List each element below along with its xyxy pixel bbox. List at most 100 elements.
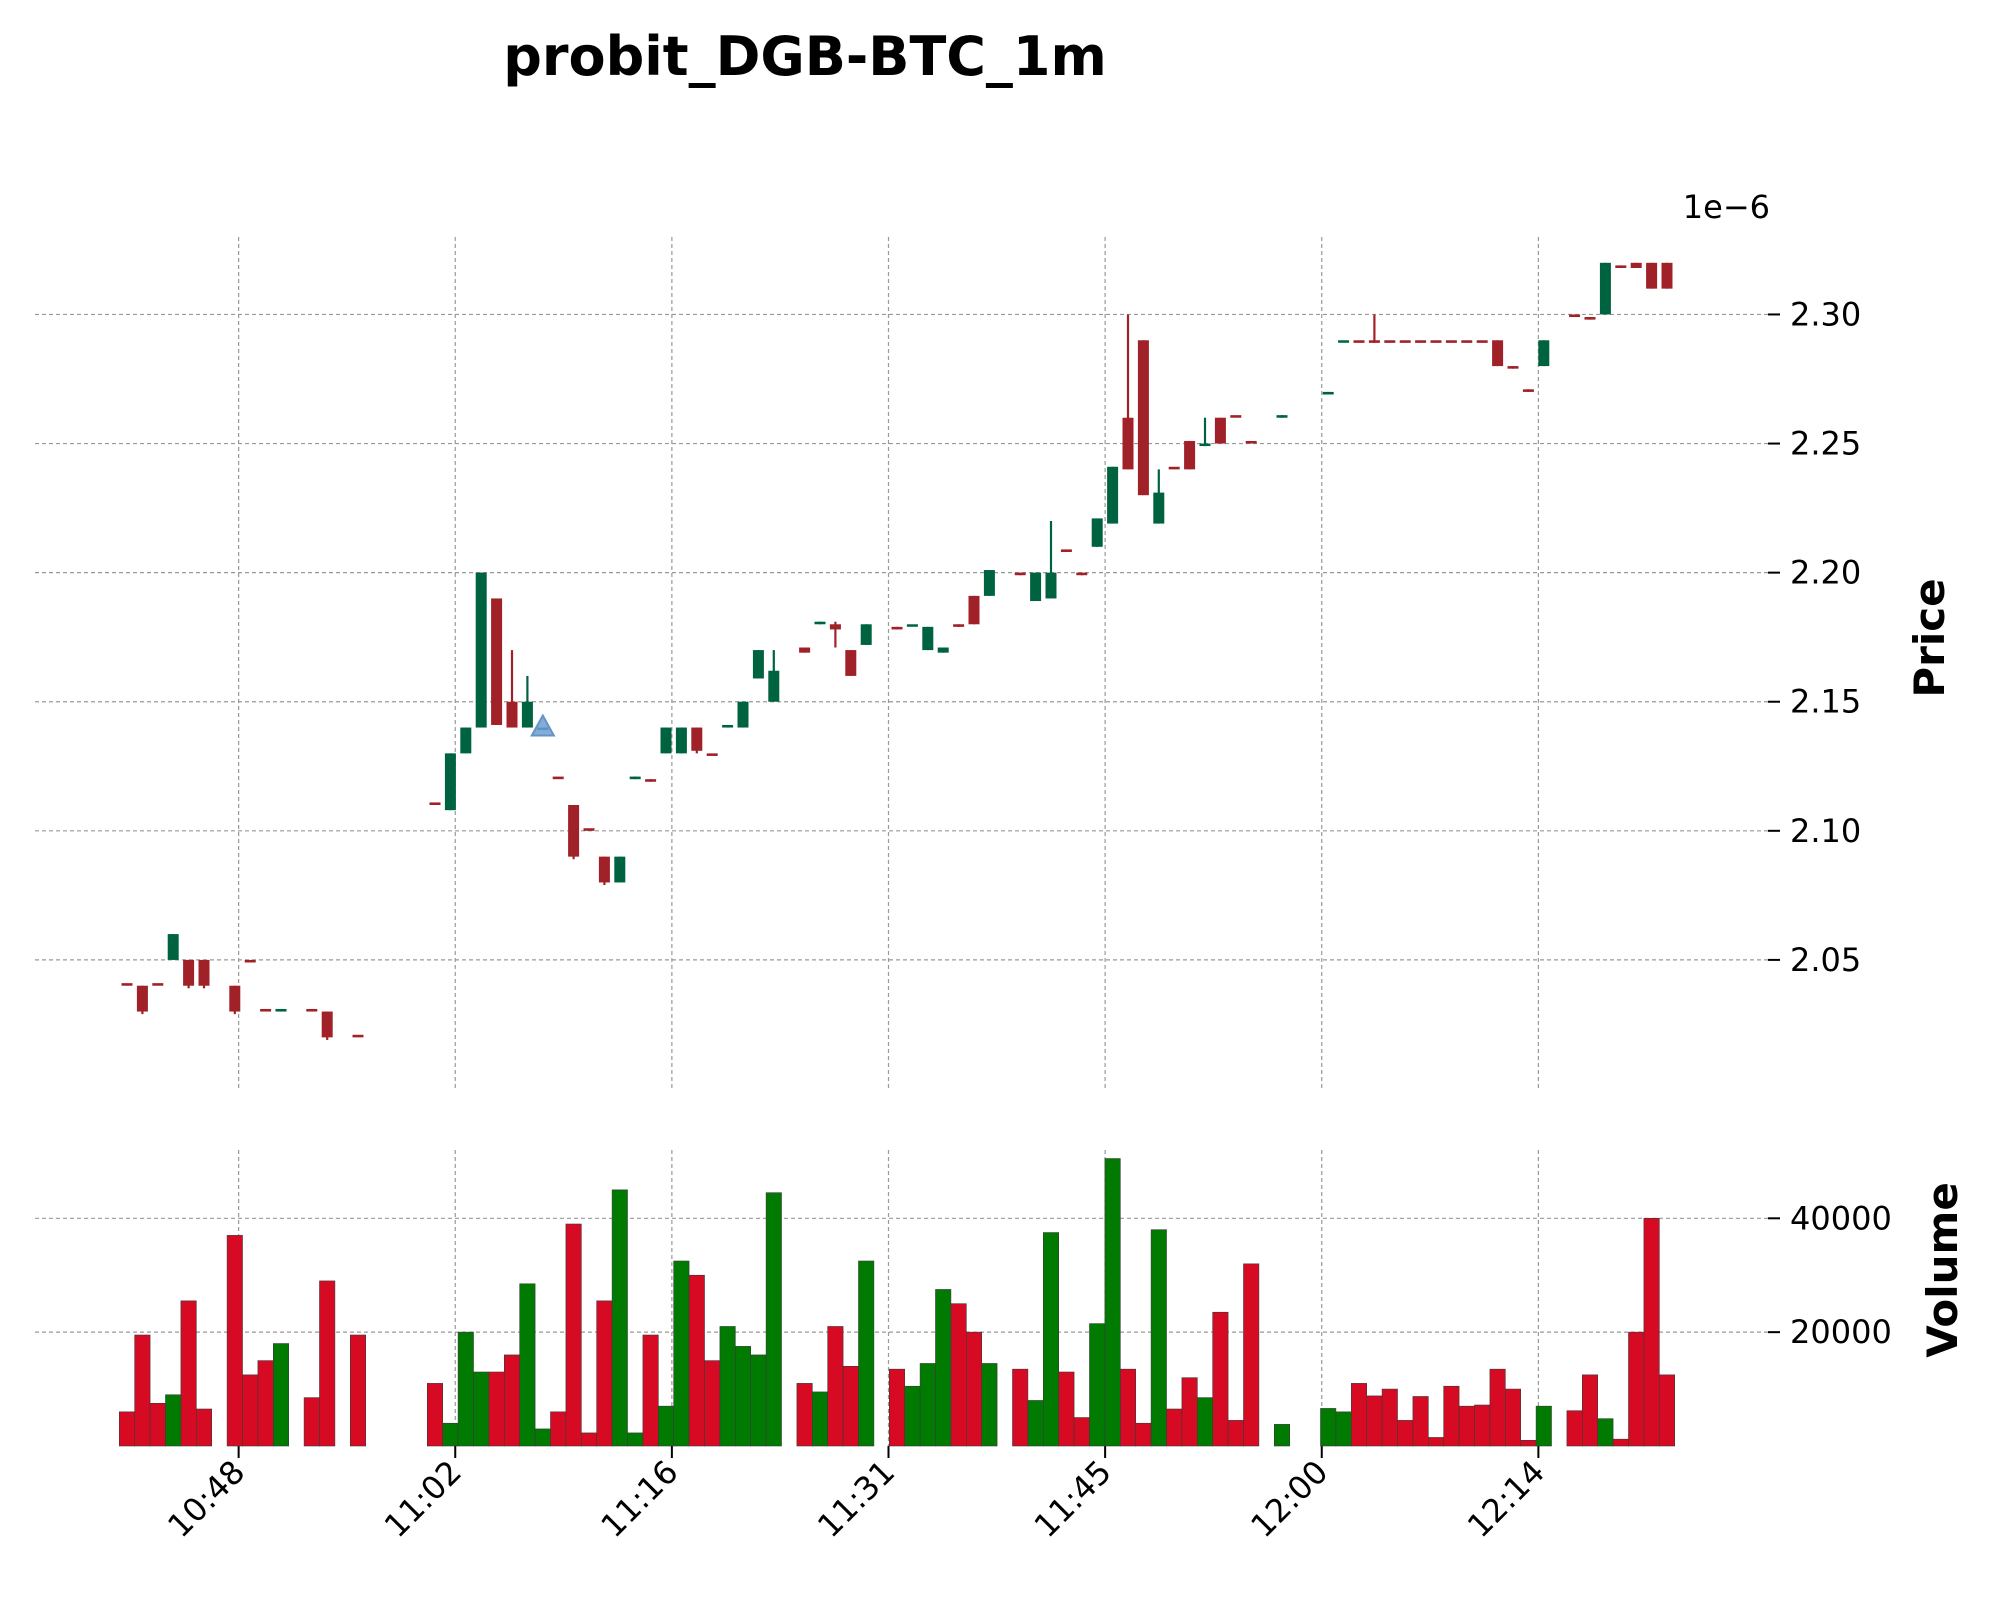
volume-bar (1212, 1311, 1229, 1447)
volume-bar (1474, 1404, 1491, 1447)
volume-bar (1320, 1408, 1337, 1447)
volume-bar (580, 1432, 597, 1447)
volume-bar (1073, 1417, 1090, 1447)
volume-bar (134, 1334, 151, 1447)
candle-body (352, 1034, 364, 1038)
volume-bar (1582, 1374, 1599, 1447)
candle-body (306, 1008, 318, 1012)
candle-body (1168, 466, 1180, 470)
volume-bar (442, 1422, 459, 1447)
volume-bar (550, 1411, 567, 1447)
candle-body (845, 650, 857, 676)
volume-bar (1089, 1323, 1106, 1447)
candle-body (1507, 366, 1519, 369)
volume-bar (919, 1363, 936, 1447)
volume-bar (534, 1428, 551, 1447)
price-tick-label: 2.05 (1790, 941, 1861, 979)
candle-body (444, 753, 456, 811)
candle-body (752, 650, 764, 679)
price-tick-label: 2.20 (1790, 554, 1861, 592)
time-tick-label: 11:16 (593, 1453, 685, 1545)
candle-body (1492, 340, 1504, 367)
candle-body (1137, 340, 1149, 496)
volume-bar (257, 1360, 274, 1447)
candle-body (614, 856, 626, 883)
volume-bar (858, 1260, 875, 1447)
buy-signal-marker (530, 713, 556, 737)
candle-body (229, 985, 241, 1012)
volume-bar (1197, 1397, 1214, 1447)
volume-bar (627, 1432, 644, 1447)
volume-bar (1027, 1400, 1044, 1447)
candle-body (1569, 314, 1581, 318)
candle-body (1184, 440, 1196, 470)
time-tick-label: 11:02 (377, 1453, 469, 1545)
price-offset-label: 1e−6 (1683, 188, 1770, 226)
volume-bar (319, 1280, 336, 1447)
candle-body (244, 959, 256, 963)
candle-body (429, 802, 441, 805)
volume-bar (704, 1360, 721, 1447)
candle-body (521, 701, 533, 728)
volume-tick-label: 40000 (1790, 1199, 1892, 1237)
candle-body (922, 626, 934, 651)
volume-bar (1458, 1405, 1475, 1447)
candle-body (275, 1008, 287, 1012)
candle-body (629, 776, 641, 780)
volume-bar (827, 1326, 844, 1447)
price-tick-label: 2.15 (1790, 683, 1861, 721)
volume-bar (611, 1189, 628, 1447)
volume-bar (1428, 1437, 1445, 1447)
volume-bar (596, 1300, 613, 1447)
volume-bar (657, 1405, 674, 1447)
candle-body (737, 701, 749, 728)
volume-bar (719, 1326, 736, 1447)
candle-body (1030, 572, 1042, 602)
candle-body (937, 647, 949, 653)
candle-body (1338, 340, 1350, 343)
candle-body (953, 624, 965, 627)
candle-body (1230, 415, 1242, 418)
candle-body (1461, 340, 1473, 343)
candle-body (1368, 340, 1380, 343)
candle-body (1014, 572, 1026, 576)
volume-bar (473, 1371, 490, 1447)
candle-body (1091, 518, 1103, 547)
volume-bar (1104, 1158, 1121, 1447)
volume-bar (1612, 1438, 1629, 1447)
volume-bar (519, 1283, 536, 1447)
candle-body (1245, 440, 1257, 444)
volume-bar (1181, 1377, 1198, 1447)
candle-body (1214, 417, 1226, 444)
candle-body (1060, 549, 1072, 552)
candle-body (1476, 340, 1488, 343)
volume-bar (1366, 1395, 1383, 1447)
candle-body (1322, 391, 1334, 395)
volume-bar (1381, 1388, 1398, 1447)
candle-body (260, 1008, 272, 1012)
candle-body (1122, 417, 1134, 470)
volume-bar (1489, 1368, 1506, 1447)
candle-body (1584, 317, 1596, 320)
candle-body (860, 624, 872, 645)
volume-bar (981, 1363, 998, 1447)
volume-bar (226, 1235, 243, 1447)
candle-body (1615, 265, 1627, 268)
volume-bar (1412, 1396, 1429, 1447)
volume-bar (565, 1223, 582, 1447)
volume-bars (119, 1158, 1676, 1447)
candle-body (321, 1011, 333, 1038)
volume-bar (1043, 1232, 1060, 1447)
volume-bar (935, 1289, 952, 1447)
candle-body (198, 959, 210, 986)
volume-bar (811, 1391, 828, 1447)
volume-bar (1505, 1388, 1522, 1447)
candle-body (1538, 340, 1550, 367)
candle-body (460, 727, 472, 754)
volume-axis: 20000 40000 (1768, 1199, 1892, 1351)
price-axis: 2.05 2.10 2.15 2.20 2.25 2.30 (1768, 295, 1861, 979)
volume-bar (1012, 1368, 1029, 1447)
candle-body (829, 624, 841, 630)
candle-body (1661, 262, 1673, 289)
volume-bar (1243, 1263, 1260, 1447)
